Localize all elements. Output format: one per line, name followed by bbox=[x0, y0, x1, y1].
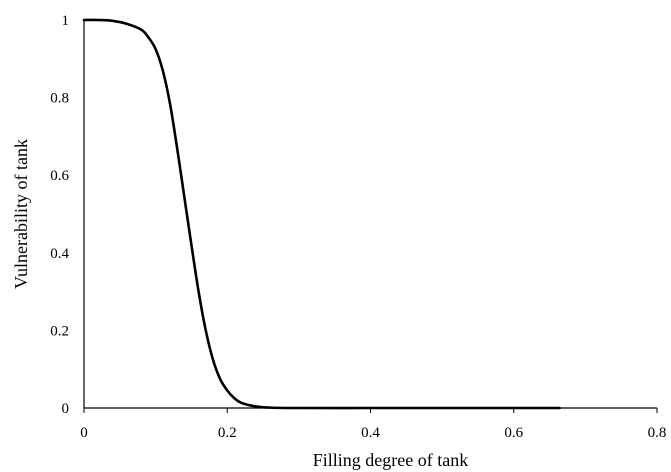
x-tick-label: 0.2 bbox=[218, 425, 237, 441]
y-axis-title: Vulnerability of tank bbox=[11, 139, 31, 289]
x-tick-label: 0.4 bbox=[361, 425, 380, 441]
x-tick-label: 0 bbox=[80, 425, 88, 441]
y-tick-label: 0.2 bbox=[50, 323, 69, 339]
y-tick-label: 0.8 bbox=[50, 91, 69, 107]
x-tick-label: 0.8 bbox=[648, 425, 667, 441]
series-line bbox=[82, 18, 561, 410]
y-tick-label: 0 bbox=[62, 401, 70, 417]
plot-area: 0 0.2 0.4 0.6 0.8 1 0 0.2 0.4 0.6 0.8 bbox=[50, 13, 666, 441]
x-tick-label: 0.6 bbox=[504, 425, 523, 441]
y-tick-label: 1 bbox=[62, 13, 70, 29]
y-tick-label: 0.6 bbox=[50, 168, 69, 184]
y-tick-label: 0.4 bbox=[50, 246, 69, 262]
x-axis-title: Filling degree of tank bbox=[313, 450, 468, 470]
